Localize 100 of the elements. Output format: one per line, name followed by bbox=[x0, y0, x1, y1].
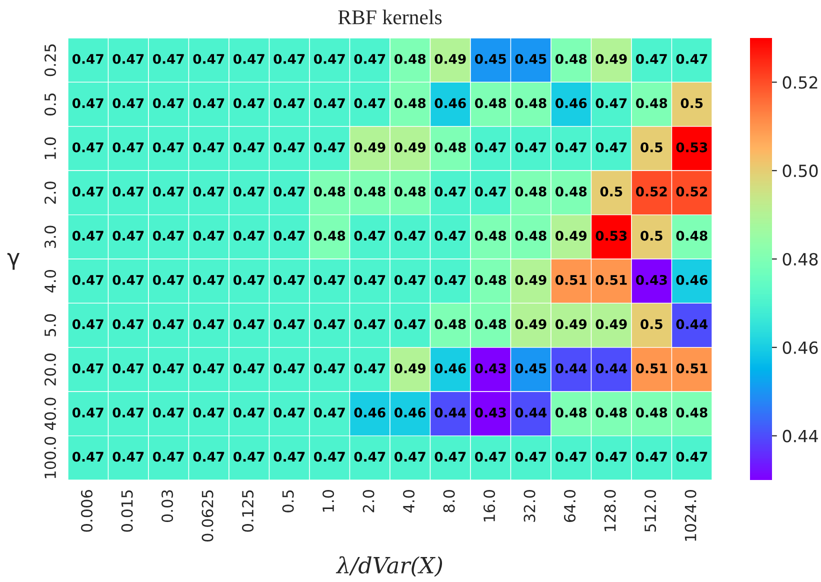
data-label: 0.51 bbox=[555, 274, 586, 285]
color-bar-label: 0.48 bbox=[782, 252, 818, 266]
data-label: 0.48 bbox=[354, 186, 386, 197]
data-label: 0.47 bbox=[112, 186, 144, 197]
data-label: 0.47 bbox=[274, 98, 305, 108]
data-label: 0.47 bbox=[72, 54, 104, 64]
data-label: 0.47 bbox=[72, 363, 104, 374]
data-label: 0.47 bbox=[152, 230, 184, 241]
data-label: 0.46 bbox=[434, 363, 466, 374]
data-label: 0.47 bbox=[152, 54, 184, 64]
data-label: 0.47 bbox=[112, 408, 144, 418]
data-label: 0.48 bbox=[555, 408, 587, 418]
data-label: 0.47 bbox=[233, 98, 264, 108]
data-label: 0.52 bbox=[676, 186, 708, 197]
data-label: 0.47 bbox=[274, 452, 305, 462]
data-label: 0.47 bbox=[394, 319, 426, 330]
data-label: 0.47 bbox=[112, 274, 144, 285]
data-label: 0.48 bbox=[314, 230, 346, 241]
data-label: 0.47 bbox=[152, 186, 184, 197]
data-label: 0.47 bbox=[314, 408, 345, 418]
y-tick-label: 3.0 bbox=[44, 226, 56, 248]
data-label: 0.48 bbox=[515, 186, 546, 197]
data-label: 0.48 bbox=[434, 319, 466, 330]
y-tick-label: 100.0 bbox=[44, 437, 56, 478]
data-label: 0.47 bbox=[394, 274, 426, 285]
data-label: 0.52 bbox=[636, 186, 667, 197]
data-label: 0.47 bbox=[152, 452, 184, 462]
data-label: 0.47 bbox=[474, 186, 506, 197]
data-label: 0.48 bbox=[515, 230, 546, 241]
color-bar-label: 0.52 bbox=[782, 76, 818, 89]
data-label: 0.51 bbox=[676, 363, 708, 374]
data-label: 0.47 bbox=[72, 186, 104, 197]
data-label: 0.5 bbox=[640, 142, 662, 152]
data-label: 0.47 bbox=[152, 142, 184, 152]
data-label: 0.44 bbox=[515, 408, 547, 418]
data-label: 0.47 bbox=[555, 452, 586, 462]
data-label: 0.49 bbox=[596, 319, 627, 330]
data-label: 0.5 bbox=[640, 319, 662, 330]
data-label: 0.46 bbox=[434, 98, 466, 108]
data-label: 0.44 bbox=[596, 363, 628, 374]
data-label: 0.47 bbox=[274, 319, 305, 330]
data-label: 0.5 bbox=[640, 230, 662, 241]
y-tick-label: 20.0 bbox=[44, 354, 56, 386]
data-label: 0.47 bbox=[636, 452, 667, 462]
data-label: 0.47 bbox=[314, 452, 345, 462]
data-label: 0.47 bbox=[274, 363, 305, 374]
data-label: 0.45 bbox=[474, 54, 506, 64]
data-label: 0.47 bbox=[354, 319, 386, 330]
data-label: 0.47 bbox=[515, 452, 546, 462]
data-label: 0.47 bbox=[394, 452, 426, 462]
y-tick-label: 5.0 bbox=[44, 314, 56, 336]
data-label: 0.47 bbox=[274, 142, 305, 152]
data-label: 0.47 bbox=[233, 408, 264, 418]
data-label: 0.47 bbox=[434, 274, 466, 285]
data-label: 0.47 bbox=[636, 54, 667, 64]
data-label: 0.49 bbox=[354, 142, 386, 152]
data-label: 0.47 bbox=[193, 274, 224, 285]
data-label: 0.47 bbox=[112, 363, 144, 374]
data-label: 0.47 bbox=[274, 54, 305, 64]
x-tick-label: 64.0 bbox=[564, 490, 576, 522]
data-label: 0.47 bbox=[72, 408, 104, 418]
x-tick-label: 512.0 bbox=[644, 490, 656, 532]
data-label: 0.47 bbox=[314, 363, 345, 374]
data-label: 0.47 bbox=[233, 54, 264, 64]
data-label: 0.47 bbox=[233, 274, 264, 285]
data-label: 0.48 bbox=[555, 54, 587, 64]
x-tick-label: 1.0 bbox=[322, 490, 334, 512]
data-label: 0.47 bbox=[193, 186, 224, 197]
data-label: 0.47 bbox=[314, 98, 345, 108]
data-label: 0.47 bbox=[152, 274, 184, 285]
data-label: 0.51 bbox=[596, 274, 627, 285]
data-label: 0.48 bbox=[394, 186, 426, 197]
data-label: 0.43 bbox=[636, 274, 667, 285]
data-label: 0.47 bbox=[354, 230, 386, 241]
data-label: 0.47 bbox=[596, 98, 627, 108]
data-label: 0.53 bbox=[596, 230, 627, 241]
chart-title: RBF kernels bbox=[338, 10, 442, 24]
data-label: 0.5 bbox=[680, 98, 703, 108]
y-tick-label: 4.0 bbox=[44, 270, 56, 292]
x-tick-label: 0.5 bbox=[282, 490, 294, 512]
data-label: 0.47 bbox=[354, 274, 386, 285]
data-label: 0.47 bbox=[152, 408, 184, 418]
y-tick-label: 1.0 bbox=[44, 137, 56, 159]
data-label: 0.47 bbox=[434, 452, 466, 462]
data-label: 0.48 bbox=[636, 98, 668, 108]
data-label: 0.47 bbox=[274, 274, 305, 285]
data-label: 0.48 bbox=[394, 54, 426, 64]
data-label: 0.47 bbox=[596, 142, 627, 152]
data-label: 0.47 bbox=[193, 363, 224, 374]
data-label: 0.47 bbox=[112, 54, 144, 64]
color-bar-label: 0.46 bbox=[782, 341, 818, 354]
x-tick-label: 8.0 bbox=[443, 490, 455, 512]
data-label: 0.47 bbox=[354, 98, 386, 108]
x-tick-label: 2.0 bbox=[362, 490, 374, 512]
data-label: 0.47 bbox=[193, 319, 224, 330]
data-label: 0.47 bbox=[233, 186, 264, 197]
data-label: 0.48 bbox=[474, 230, 506, 241]
data-label: 0.47 bbox=[354, 54, 386, 64]
x-tick-label: 128.0 bbox=[604, 490, 616, 532]
data-label: 0.49 bbox=[394, 363, 426, 374]
